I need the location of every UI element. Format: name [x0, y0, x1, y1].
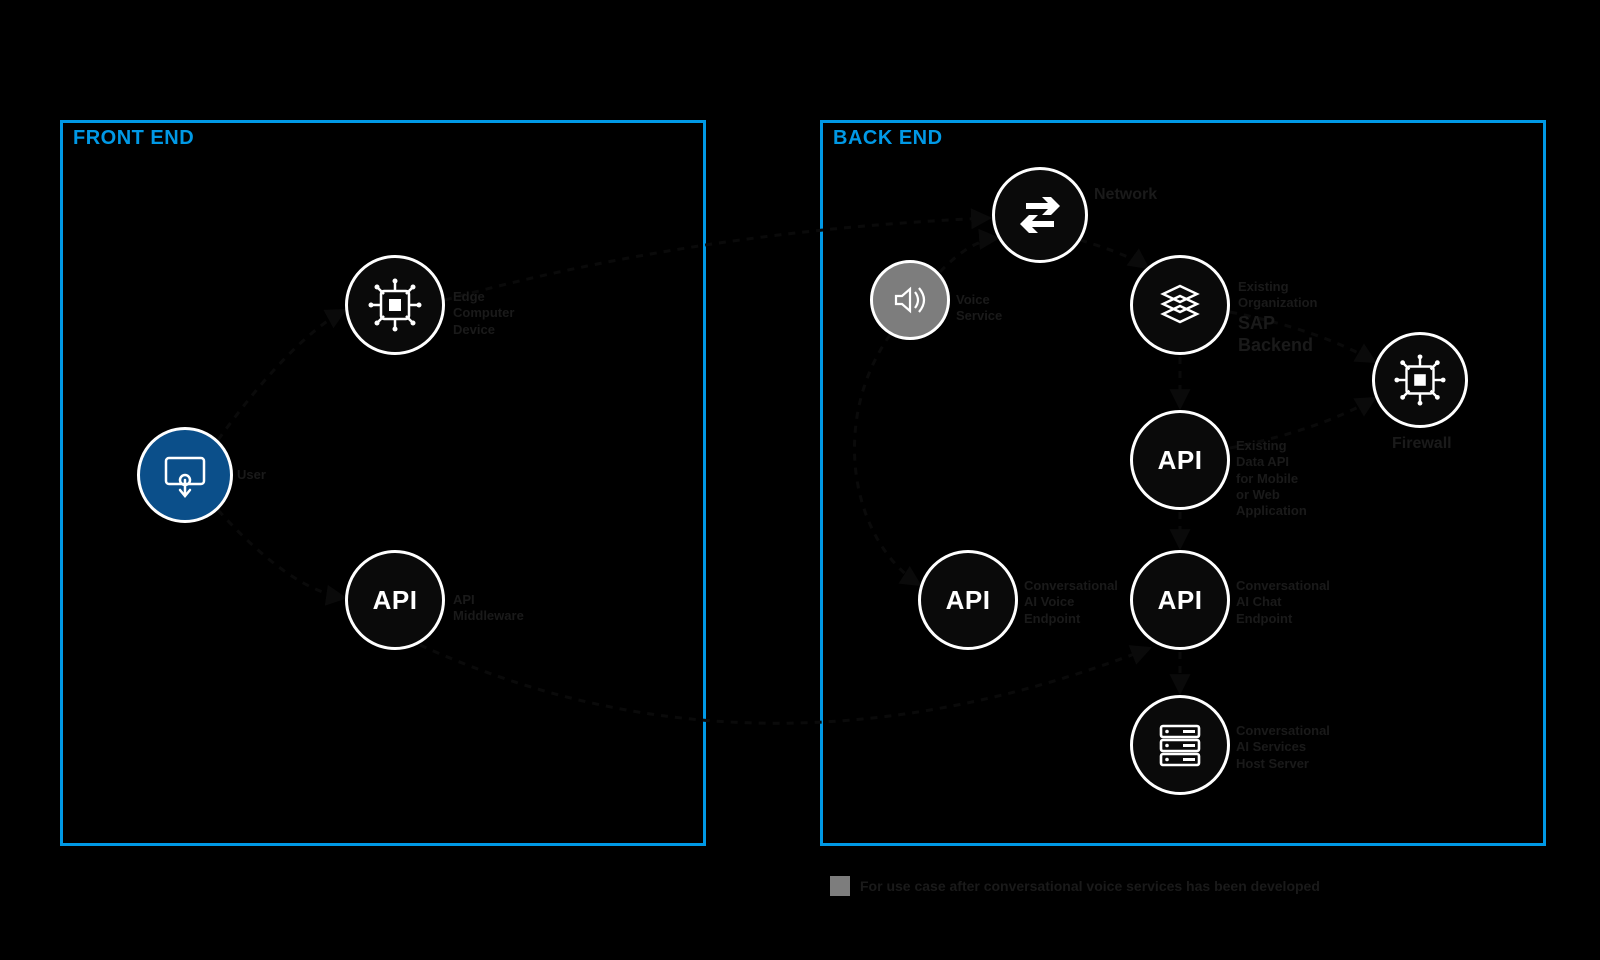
api-icon: API — [373, 585, 418, 616]
stack-icon — [1153, 278, 1207, 332]
node-sap-backend: Existing Organization SAP Backend — [1130, 255, 1230, 355]
node-voice-service: Voice Service — [870, 260, 950, 340]
api-icon: API — [1158, 445, 1203, 476]
api-icon: API — [1158, 585, 1203, 616]
node-user: User — [137, 427, 233, 523]
arrows-icon — [1014, 189, 1066, 241]
sound-icon — [888, 278, 932, 322]
legend-swatch — [830, 876, 850, 896]
node-firewall: Firewall — [1372, 332, 1468, 428]
panel-title-front: FRONT END — [73, 127, 194, 150]
node-network: Network — [992, 167, 1088, 263]
node-api-main: API Existing Data API for Mobile or Web … — [1130, 410, 1230, 510]
node-voice-service-label: Voice Service — [956, 292, 1002, 325]
node-api-chat-label: Conversational AI Chat Endpoint — [1236, 578, 1330, 627]
node-sap-backend-label: Existing Organization SAP Backend — [1238, 279, 1317, 357]
node-edge-device-label: Edge Computer Device — [453, 289, 514, 338]
node-user-label: User — [237, 467, 266, 483]
node-api-voice: API Conversational AI Voice Endpoint — [918, 550, 1018, 650]
api-icon: API — [946, 585, 991, 616]
node-api-voice-label: Conversational AI Voice Endpoint — [1024, 578, 1118, 627]
legend-text: For use case after conversational voice … — [860, 878, 1320, 894]
chip-icon — [367, 277, 423, 333]
node-host-server-label: Conversational AI Services Host Server — [1236, 723, 1330, 772]
node-api-main-label: Existing Data API for Mobile or Web Appl… — [1236, 438, 1307, 519]
chip-icon — [1393, 353, 1447, 407]
node-api-middleware: API API Middleware — [345, 550, 445, 650]
node-edge-device: Edge Computer Device — [345, 255, 445, 355]
node-firewall-label: Firewall — [1392, 434, 1452, 454]
server-icon — [1153, 718, 1207, 772]
legend: For use case after conversational voice … — [830, 876, 1320, 896]
diagram-canvas: FRONT END BACK END — [0, 0, 1600, 960]
node-api-chat: API Conversational AI Chat Endpoint — [1130, 550, 1230, 650]
node-host-server: Conversational AI Services Host Server — [1130, 695, 1230, 795]
touch-icon — [160, 450, 210, 500]
node-api-middleware-label: API Middleware — [453, 592, 524, 625]
panel-title-back: BACK END — [833, 127, 943, 150]
node-network-label: Network — [1094, 185, 1157, 205]
